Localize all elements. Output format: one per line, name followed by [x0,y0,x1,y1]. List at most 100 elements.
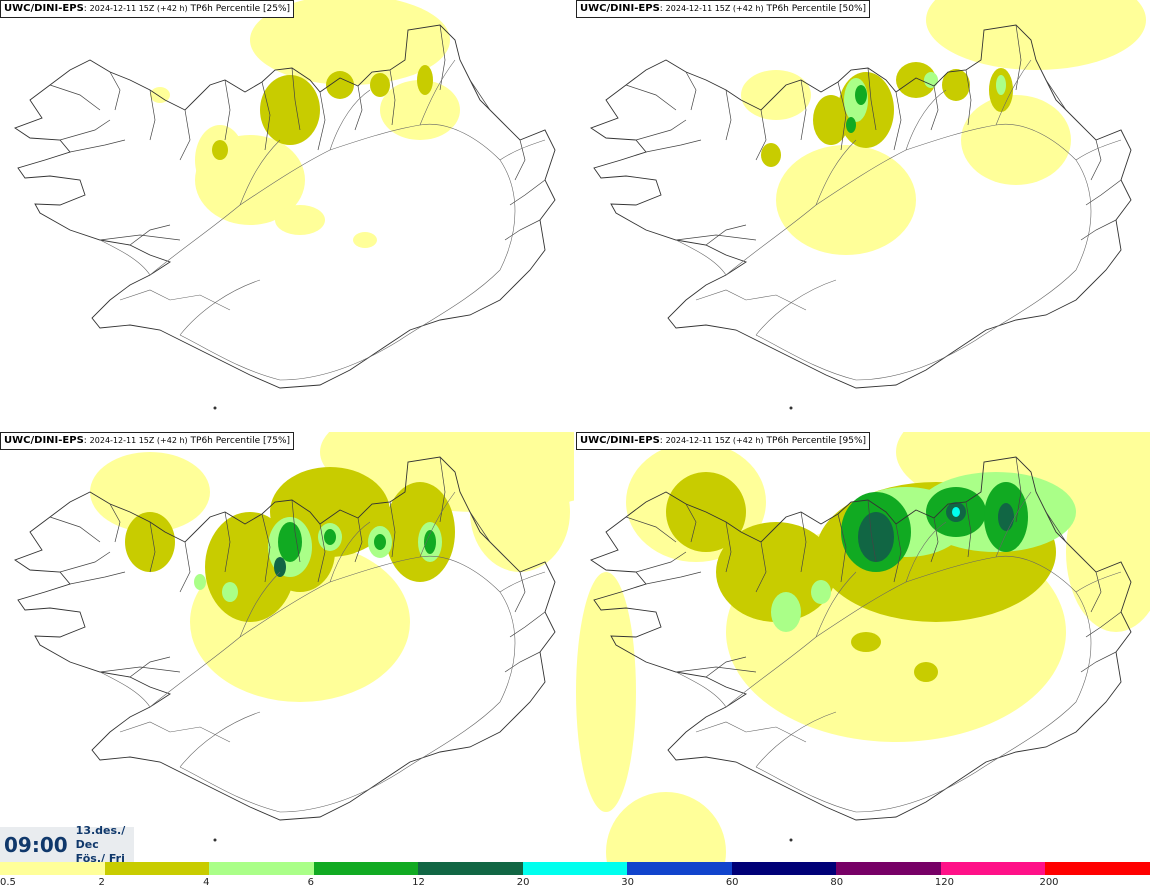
precip-contour [374,534,386,550]
fjord-line [389,69,396,126]
precip-contour [274,557,286,577]
road-line [99,239,151,276]
precip-contour [326,71,354,99]
road-line [329,521,371,583]
fjord-line [675,234,757,241]
model-name: UWC/DINI-EPS [4,3,84,14]
precip-contour [212,140,228,160]
precip-contour [424,530,436,554]
fjord-line [59,119,111,141]
valid-date: 13.des./ Dec [75,823,126,851]
model-name: UWC/DINI-EPS [4,435,84,446]
precip-contour [896,62,936,98]
road-line [329,89,371,151]
fjord-line [725,89,732,141]
legend-label: 60 [725,877,739,888]
road-line [905,89,947,151]
fjord-line [179,109,191,161]
fjord-line [469,511,511,563]
fjord-line [149,89,156,141]
fjord-line [867,499,877,563]
fjord-line [224,511,231,573]
precip-contour [1066,472,1150,632]
fjord-line [645,139,702,153]
road-line [725,123,1092,381]
precip-contour [90,452,210,532]
fjord-line [893,91,902,151]
road-line [179,711,261,768]
legend-label: 80 [830,877,844,888]
precip-contour [924,72,938,88]
fjord-line [755,109,767,161]
fjord-line [635,551,687,573]
fjord-line [317,523,326,583]
fjord-line [1085,611,1122,638]
fjord-line [99,234,181,241]
road-line [119,289,231,311]
legend-label: 12 [412,877,425,888]
fjord-line [109,71,121,111]
precip-contour [771,592,801,632]
fjord-line [1045,79,1087,131]
precip-contour [275,205,325,235]
precip-contour [926,0,1146,70]
road-line [149,555,516,813]
coastline [590,24,1132,389]
fjord-line [1090,571,1102,613]
island-marker [213,838,217,842]
legend-label: 4 [203,877,210,888]
precip-map [14,432,574,842]
fjord-line [49,516,101,543]
percentile-label: [50%] [839,4,867,14]
fjord-line [129,656,171,678]
precip-contour [914,662,938,682]
fjord-line [837,81,847,151]
road-line [149,123,516,381]
field-name: TP6h Percentile [190,436,261,446]
precip-contour [961,95,1071,185]
legend-label: 6 [307,877,314,888]
legend-label: 200 [1039,877,1059,888]
precip-field [90,432,574,702]
road-line [695,721,807,743]
road-line [815,139,857,206]
fjord-line [109,503,121,543]
color-legend: 0.5 2 4 6 12 20 30 60 80 120 200 [0,862,1150,891]
fjord-line [1080,219,1117,241]
precip-contour [606,792,726,862]
fjord-line [645,571,702,585]
fjord-line [514,139,526,181]
legend-swatch [209,862,314,875]
road-line [419,59,456,126]
fjord-line [99,666,181,673]
fjord-line [509,179,546,206]
percentile-label: [25%] [263,4,291,14]
model-name: UWC/DINI-EPS [580,435,660,446]
precip-contour [470,452,570,572]
legend-swatch [940,862,1046,875]
fjord-line [965,69,972,126]
precip-contour [417,65,433,95]
precip-contour [125,512,175,572]
road-line [499,571,546,593]
legend-swatch [731,862,837,875]
precip-contour [324,529,336,545]
road-line [695,289,807,311]
road-line [755,711,837,768]
legend-swatch [313,862,419,875]
fjord-line [685,71,697,111]
fjord-line [504,219,541,241]
island-marker [789,838,793,842]
precip-contour [370,73,390,97]
field-name: TP6h Percentile [190,4,261,14]
legend-swatch [104,862,210,875]
fjord-line [1080,651,1117,673]
legend-swatch [418,862,523,875]
fjord-line [755,541,767,593]
precip-contour [761,143,781,167]
precip-contour [222,582,238,602]
map-panel-p95: UWC/DINI-EPS: 2024-12-11 15Z (+42 h) TP6… [576,432,1150,862]
precip-field [576,432,1150,862]
fjord-line [800,511,807,573]
fjord-line [1045,511,1087,563]
